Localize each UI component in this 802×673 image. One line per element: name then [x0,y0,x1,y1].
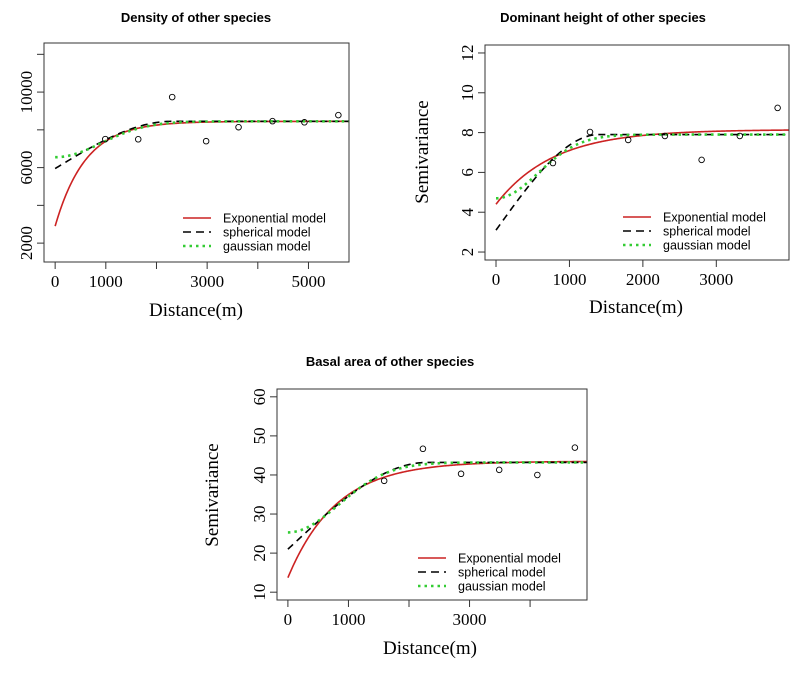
data-point [534,471,541,479]
plot-frame [276,388,588,601]
legend-label: spherical model [223,226,311,240]
x-tick-label: 3000 [190,272,224,291]
legend-label: spherical model [458,566,546,580]
data-point [202,137,210,145]
data-point [736,132,744,140]
chart-title: Dominant height of other species [500,10,706,25]
curve-gaussian [55,120,349,159]
y-tick-label: 2 [458,248,477,257]
legend-label: Exponential model [223,212,326,226]
y-tick-label: 50 [250,427,269,444]
data-point [269,117,276,125]
y-tick-label: 60 [250,388,269,405]
legend-label: spherical model [663,225,751,239]
data-point [624,136,632,144]
x-tick-label: 1000 [89,272,123,291]
data-point [495,466,503,474]
x-tick-label: 2000 [626,270,660,289]
curve-spherical [54,120,349,170]
data-point [698,156,705,164]
legend-label: gaussian model [663,239,751,253]
data-point [571,444,579,451]
y-tick-label: 2000 [17,226,36,260]
data-point [301,119,308,126]
curve-gaussian [287,461,587,534]
y-tick-label: 10000 [17,71,36,114]
plot-frame [43,42,350,263]
data-point [335,111,342,119]
data-point [549,159,557,167]
y-tick-label: 6 [458,168,477,177]
legend-label: gaussian model [458,580,546,594]
x-tick-label: 1000 [331,610,365,629]
y-axis-label: Semivariance [412,100,433,203]
data-point [134,136,142,143]
panel-1: Density of other species 0 1000 3000 5000 200… [17,10,350,321]
chart-title: Basal area of other species [306,354,474,369]
x-tick-label: 1000 [552,270,586,289]
chart-title: Density of other species [121,10,271,25]
y-tick-label: 10 [458,84,477,101]
panel-3: Basal area of other species 0 1000 3000 10 20… [202,354,588,659]
curve-exponential [495,129,789,205]
x-tick-label: 3000 [699,270,733,289]
curve-spherical [287,461,587,550]
x-tick-label: 0 [492,270,501,289]
model-curves [495,129,789,231]
x-tick-label: 0 [284,610,293,629]
legend-label: gaussian model [223,240,311,254]
data-point [774,104,781,112]
legend-label: Exponential model [458,552,561,566]
curve-gaussian [495,133,789,200]
y-tick-label: 6000 [17,151,36,185]
data-point [457,470,465,478]
y-tick-label: 30 [250,506,269,523]
data-point [168,93,176,101]
y-tick-label: 8 [458,128,477,137]
data-point [419,445,427,453]
x-tick-label: 5000 [291,272,325,291]
data-point [661,132,669,140]
y-tick-label: 40 [250,466,269,483]
curve-exponential [54,120,349,227]
data-point [102,135,109,143]
data-point [586,128,594,136]
panel-2: Dominant height of other species 0 1000 200… [412,10,790,318]
y-tick-label: 20 [250,545,269,562]
data-point [380,477,388,485]
y-tick-label: 12 [458,44,477,61]
x-tick-label: 0 [51,272,60,291]
x-axis-label: Distance(m) [383,638,477,659]
y-tick-label: 4 [458,207,477,216]
data-point [235,123,242,131]
legend-label: Exponential model [663,211,766,225]
model-curves [54,120,349,227]
plot-frame [484,44,790,261]
y-tick-label: 10 [250,584,269,601]
model-curves [287,460,587,579]
x-axis-label: Distance(m) [589,297,683,318]
x-tick-label: 3000 [453,610,487,629]
y-axis-label: Semivariance [202,443,223,546]
x-axis-label: Distance(m) [149,300,243,321]
